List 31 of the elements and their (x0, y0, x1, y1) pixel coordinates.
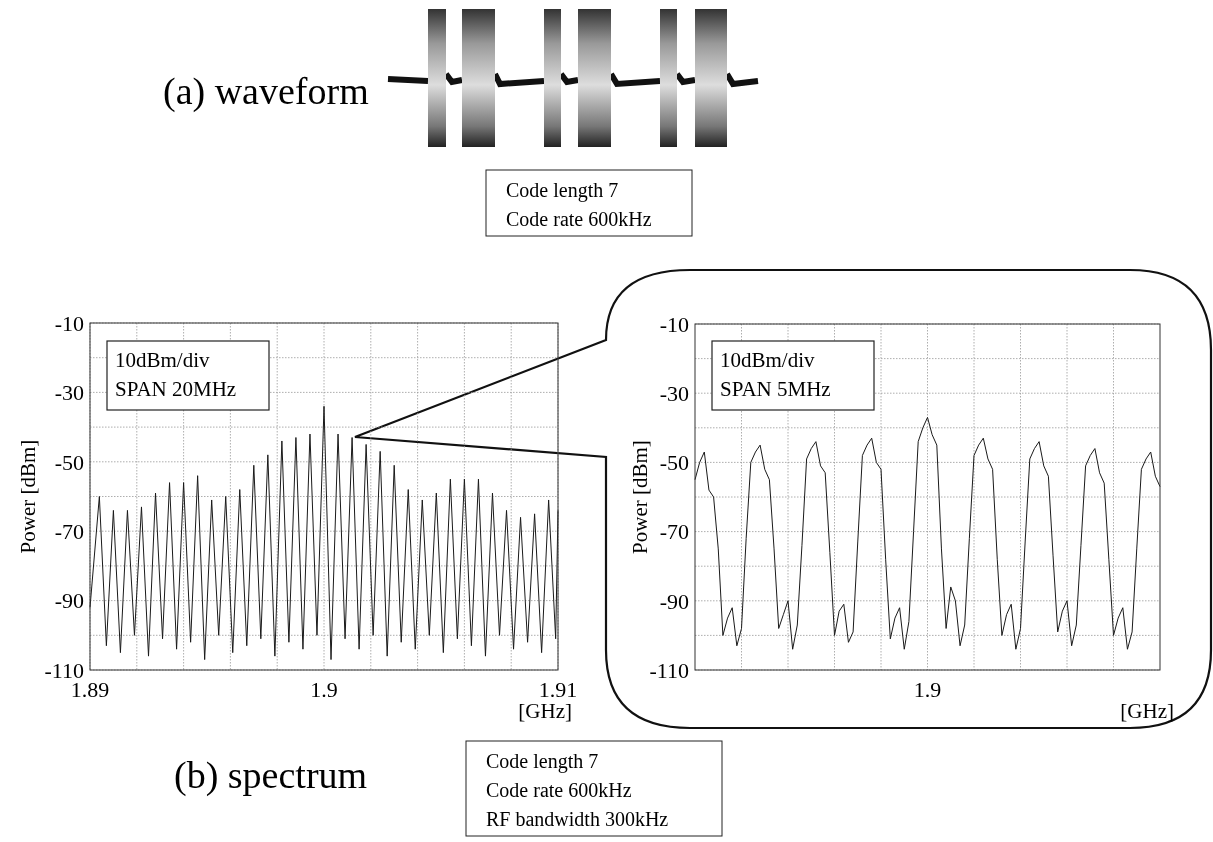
text: (a) waveform (163, 70, 369, 113)
y-tick-label: -50 (54, 449, 84, 475)
y-tick-label: -90 (659, 588, 689, 614)
line-series (694, 416, 1161, 650)
y-tick-label: -30 (659, 380, 689, 406)
annotation: 10dBm/div (115, 348, 211, 372)
text: RF bandwidth 300kHz (486, 808, 669, 830)
y-tick-label: -10 (54, 310, 84, 336)
text: (b) spectrum (174, 754, 368, 797)
annotation: SPAN 20MHz (115, 377, 237, 401)
y-tick-label: -110 (649, 657, 689, 683)
text: Code length 7 (486, 750, 599, 773)
x-axis-title: [GHz] (518, 699, 572, 723)
annotation: SPAN 5MHz (720, 377, 831, 401)
x-axis-title: [GHz] (1120, 699, 1174, 723)
x-tick-label: 1.9 (310, 677, 338, 702)
text: Code rate 600kHz (506, 208, 652, 230)
text: Code length 7 (506, 179, 619, 202)
x-tick-label: 1.9 (913, 677, 942, 702)
y-tick-label: -70 (659, 519, 689, 545)
x-tick-label: 1.91 (538, 677, 578, 702)
y-tick-label: -30 (54, 380, 84, 406)
annotation: 10dBm/div (720, 348, 816, 372)
line-series (89, 405, 559, 661)
y-axis-title: Power [dBm] (16, 439, 41, 554)
text: Code rate 600kHz (486, 779, 632, 801)
y-axis-title: Power [dBm] (628, 440, 653, 554)
y-tick-label: -70 (54, 518, 84, 544)
y-tick-label: -10 (659, 311, 689, 337)
y-tick-label: -90 (54, 588, 84, 614)
y-tick-label: -50 (659, 450, 689, 476)
